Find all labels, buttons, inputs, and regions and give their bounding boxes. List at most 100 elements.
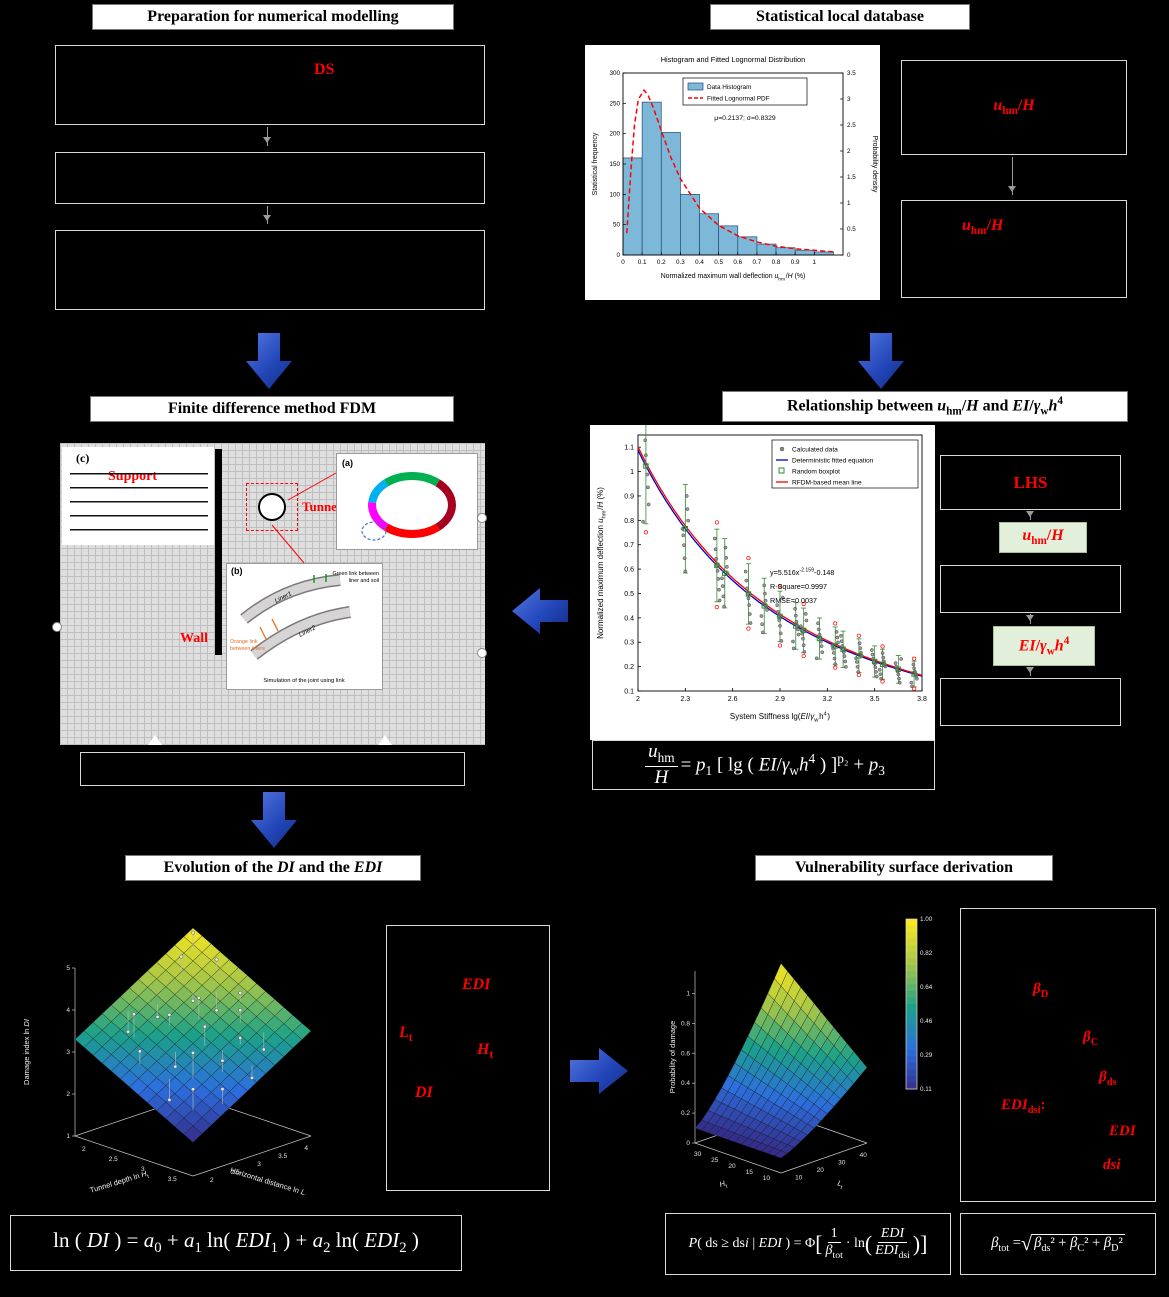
prep-step-1-box: DS bbox=[55, 45, 485, 125]
lt-label: Lt bbox=[399, 1024, 413, 1045]
svg-text:Histogram and Fitted Lognormal: Histogram and Fitted Lognormal Distribut… bbox=[661, 55, 806, 64]
svg-text:150: 150 bbox=[609, 161, 620, 168]
lhs-bottom-box bbox=[940, 678, 1121, 726]
svg-text:300: 300 bbox=[609, 70, 620, 77]
svg-text:0.9: 0.9 bbox=[624, 493, 634, 500]
selection-handle-icon bbox=[477, 513, 487, 523]
support-lines bbox=[70, 473, 208, 539]
svg-text:Statistical frequency: Statistical frequency bbox=[592, 132, 599, 195]
fit-formula-rhs: = p1 [ lg ( EI/γwh4 ) ]p₂ + p3 bbox=[680, 750, 885, 779]
svg-text:0.3: 0.3 bbox=[624, 640, 634, 647]
svg-text:0.5: 0.5 bbox=[714, 259, 723, 266]
svg-text:Normalized maximum deflection: Normalized maximum deflection uhm /H (%) bbox=[596, 487, 608, 639]
prob-formula-mid: · ln bbox=[845, 1236, 865, 1251]
svg-text:0.1: 0.1 bbox=[638, 259, 647, 266]
svg-text:20: 20 bbox=[728, 1163, 736, 1170]
svg-text:1.1: 1.1 bbox=[624, 445, 634, 452]
svg-text:3.5: 3.5 bbox=[168, 1176, 177, 1183]
svg-text:1.5: 1.5 bbox=[847, 174, 856, 181]
title-fdm: Finite difference method FDM bbox=[90, 396, 454, 422]
fit-formula-fraction: uhm H bbox=[645, 742, 678, 788]
svg-text:3: 3 bbox=[257, 1161, 261, 1168]
svg-text:Probability density: Probability density bbox=[871, 136, 878, 193]
svg-text:1.00: 1.00 bbox=[920, 916, 933, 923]
fdm-caption-box bbox=[80, 752, 465, 786]
prob-frac2-num: EDI bbox=[877, 1226, 908, 1244]
svg-text:1: 1 bbox=[686, 990, 690, 997]
connector-arrow-icon bbox=[1026, 667, 1034, 676]
prob-formula-frac1: 1 βtot bbox=[826, 1226, 843, 1262]
svg-text:30: 30 bbox=[838, 1159, 846, 1166]
title-evolution: Evolution of the DI and the EDI bbox=[125, 855, 421, 881]
connector-arrow-icon bbox=[263, 127, 271, 146]
dsi-label: dsi bbox=[1103, 1157, 1121, 1173]
svg-text:0.7: 0.7 bbox=[624, 542, 634, 549]
svg-text:RFDM-based mean line: RFDM-based mean line bbox=[792, 480, 862, 487]
svg-text:0.7: 0.7 bbox=[753, 259, 762, 266]
svg-text:2.5: 2.5 bbox=[109, 1156, 118, 1163]
svg-text:R-Square=0.9997: R-Square=0.9997 bbox=[770, 582, 827, 591]
beta-formula-lead: βtot = bbox=[991, 1234, 1021, 1254]
beta-formula: βtot = √ βds² + βC² + βD² bbox=[960, 1213, 1156, 1275]
subfigure-b-label: (b) bbox=[231, 566, 243, 576]
svg-text:0.8: 0.8 bbox=[624, 518, 634, 525]
vulnerability-note-box: βD βC βds EDIdsi: EDI dsi bbox=[960, 908, 1156, 1202]
svg-text:25: 25 bbox=[711, 1157, 719, 1164]
stiffness-fit-chart: 2 2.3 2.6 2.9 3.2 3.5 3.8 0.1 0.2 0.3 0.4 0.5 0.6 0.7… bbox=[596, 395, 927, 724]
flow-arrow-down-icon bbox=[858, 333, 904, 389]
svg-text:Deterministic fitted equation: Deterministic fitted equation bbox=[792, 458, 874, 465]
svg-text:Tunnel depth ln Ht: Tunnel depth ln Ht bbox=[89, 1168, 151, 1195]
ei-chip: EI/γwh4 bbox=[993, 626, 1095, 666]
di-formula: ln ( DI ) = a0 + a1 ln( EDI1 ) + a2 ln( … bbox=[10, 1215, 462, 1271]
connector-arrow-icon bbox=[1026, 614, 1034, 624]
support-zone: (c) Support bbox=[62, 447, 214, 545]
svg-text:0.29: 0.29 bbox=[920, 1052, 933, 1059]
svg-text:Calculated data: Calculated data bbox=[792, 447, 838, 454]
svg-text:2: 2 bbox=[210, 1177, 214, 1184]
svg-text:2.6: 2.6 bbox=[728, 696, 738, 703]
edi-label: EDI bbox=[1109, 1123, 1136, 1139]
svg-text:0.6: 0.6 bbox=[681, 1050, 690, 1057]
prep-step-2-box bbox=[55, 152, 485, 204]
joint-highlight-ellipse bbox=[361, 521, 387, 541]
flow-arrow-left-icon bbox=[512, 588, 568, 634]
title-preparation: Preparation for numerical modelling bbox=[92, 4, 454, 30]
svg-text:2.3: 2.3 bbox=[680, 696, 690, 703]
flow-arrow-right-icon bbox=[570, 1048, 628, 1094]
beta-d-label: βD bbox=[1033, 981, 1049, 1000]
svg-text:0.1: 0.1 bbox=[624, 689, 634, 696]
svg-text:Random boxplot: Random boxplot bbox=[792, 469, 840, 476]
title-statistical-database: Statistical local database bbox=[710, 4, 970, 30]
svg-text:0: 0 bbox=[686, 1140, 690, 1147]
title-vulnerability: Vulnerability surface derivation bbox=[755, 855, 1053, 881]
edi-label: EDI bbox=[462, 976, 491, 993]
subfigure-a-label: (a) bbox=[342, 458, 353, 468]
flow-arrow-down-icon bbox=[251, 792, 297, 848]
svg-text:250: 250 bbox=[609, 100, 620, 107]
connector-arrow-icon bbox=[1026, 511, 1034, 520]
svg-text:0: 0 bbox=[616, 252, 620, 259]
svg-text:2: 2 bbox=[82, 1146, 86, 1153]
probability-formula: P( ds ≥ dsi | EDI ) = Φ [ 1 βtot · ln ( E… bbox=[665, 1213, 951, 1275]
uhm-h-label: uhm/H bbox=[962, 217, 1004, 238]
orange-link-mark bbox=[259, 626, 267, 640]
svg-text:2.9: 2.9 bbox=[775, 696, 785, 703]
svg-text:0.82: 0.82 bbox=[920, 950, 933, 957]
svg-text:Damage index ln DI: Damage index ln DI bbox=[22, 1019, 31, 1085]
svg-text:y=5.516x-2.159-0.148: y=5.516x-2.159-0.148 bbox=[770, 568, 834, 578]
lognormal-histogram-chart: 0 0.1 0.2 0.3 0.4 0.5 0.6 0.7 0.8 0.9 105010015020… bbox=[592, 55, 878, 283]
connector-arrow-icon bbox=[1008, 157, 1016, 195]
orange-link-caption-line2: between liners bbox=[230, 646, 265, 652]
selection-handle-icon bbox=[52, 622, 62, 632]
svg-text:0.4: 0.4 bbox=[624, 615, 634, 622]
svg-text:0.6: 0.6 bbox=[624, 567, 634, 574]
uhm-h-chip-label: uhm/H bbox=[1022, 527, 1064, 548]
svg-text:0.9: 0.9 bbox=[791, 259, 800, 266]
prob-formula-lbracket: [ bbox=[815, 1231, 823, 1256]
svg-text:5: 5 bbox=[66, 965, 70, 972]
svg-text:1: 1 bbox=[66, 1133, 70, 1140]
green-link-caption-line2: liner and soil bbox=[349, 578, 379, 584]
svg-text:0.8: 0.8 bbox=[772, 259, 781, 266]
svg-text:1: 1 bbox=[630, 469, 634, 476]
